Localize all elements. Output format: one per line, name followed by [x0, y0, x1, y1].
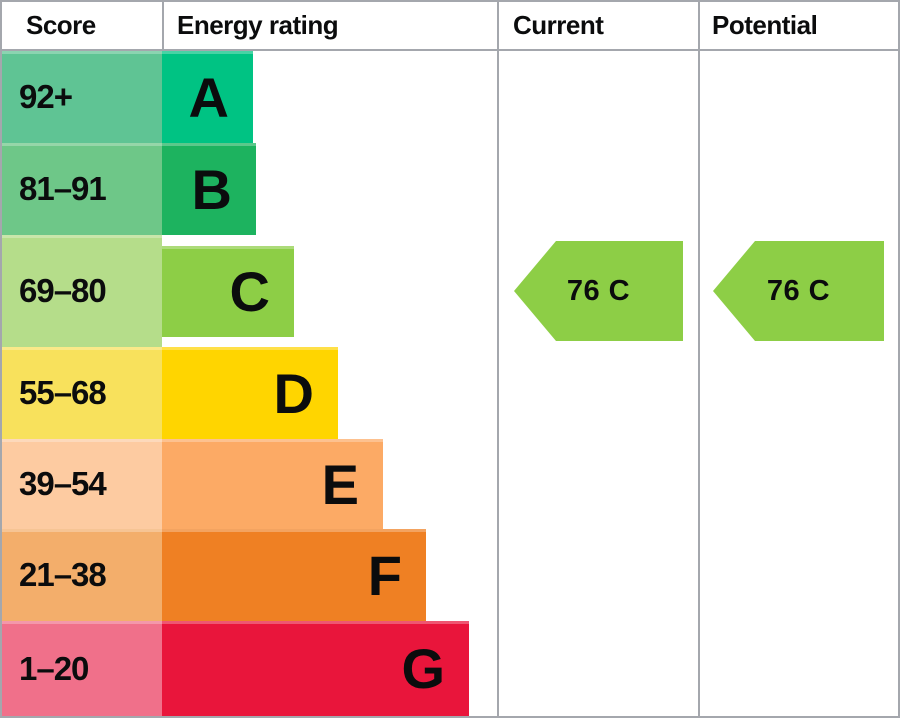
- score-range-a: 92+: [2, 51, 162, 143]
- band-bar-b: B: [162, 143, 256, 235]
- score-range-f: 21–38: [2, 529, 162, 621]
- band-row-f: F: [162, 529, 497, 621]
- band-letter-d: D: [273, 361, 314, 425]
- score-range-b: 81–91: [2, 143, 162, 235]
- current-rating-arrow: 76 C: [514, 241, 683, 341]
- potential-rating-arrow: 76 C: [713, 241, 884, 341]
- band-row-b: B: [162, 143, 497, 235]
- band-letter-e: E: [321, 452, 359, 516]
- band-bar-g: G: [162, 621, 469, 716]
- current-rating-label: 76 C: [566, 274, 631, 307]
- band-bar-a: A: [162, 51, 253, 143]
- band-letter-g: G: [401, 637, 445, 700]
- score-range-c: 69–80: [2, 235, 162, 347]
- potential-column: 76 C: [698, 51, 898, 716]
- band-letter-b: B: [191, 157, 232, 221]
- band-letter-f: F: [367, 543, 402, 607]
- band-letter-a: A: [188, 65, 229, 129]
- score-range-e: 39–54: [2, 439, 162, 529]
- score-range-d: 55–68: [2, 347, 162, 439]
- band-bar-c: C: [162, 245, 294, 337]
- band-row-d: D: [162, 347, 497, 439]
- current-column: 76 C: [497, 51, 698, 716]
- potential-rating-label: 76 C: [766, 274, 831, 307]
- band-row-c: C: [162, 235, 497, 347]
- band-row-a: A: [162, 51, 497, 143]
- band-bar-e: E: [162, 439, 383, 529]
- header-potential: Potential: [698, 2, 898, 51]
- band-row-g: G: [162, 621, 497, 716]
- header-score: Score: [2, 2, 162, 51]
- score-range-g: 1–20: [2, 621, 162, 716]
- header-energy-rating: Energy rating: [162, 2, 497, 51]
- band-bar-d: D: [162, 347, 338, 439]
- band-row-e: E: [162, 439, 497, 529]
- band-letter-c: C: [229, 259, 270, 323]
- band-bar-f: F: [162, 529, 426, 621]
- header-current: Current: [497, 2, 698, 51]
